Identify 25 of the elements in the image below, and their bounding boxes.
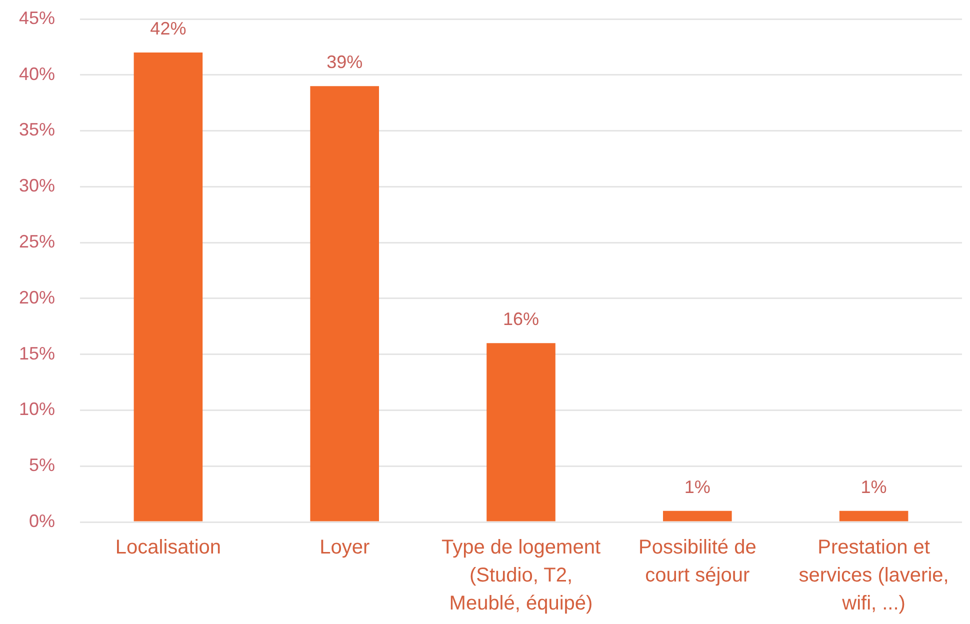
bar [839, 510, 908, 522]
y-tick-label: 40% [18, 64, 55, 84]
y-tick-label: 35% [18, 120, 55, 140]
bar [663, 510, 732, 522]
x-tick-label: Type de logement (Studio, T2, Meublé, équipé) [442, 536, 601, 615]
data-label: 42% [150, 18, 186, 38]
y-tick-label: 5% [28, 455, 55, 476]
y-tick-label: 30% [18, 176, 55, 196]
x-tick-label: Possibilité de court séjour [638, 536, 756, 587]
y-tick-label: 0% [28, 510, 55, 531]
y-tick-label: 20% [18, 287, 55, 308]
bar [486, 343, 556, 522]
data-label: 1% [684, 476, 710, 497]
data-label: 1% [860, 476, 887, 497]
y-tick-label: 25% [18, 232, 55, 252]
x-tick-label: Loyer [320, 536, 370, 559]
x-tick-label: Localisation [115, 536, 222, 559]
y-tick-label: 10% [18, 399, 55, 420]
bar [310, 86, 379, 522]
data-label: 16% [502, 309, 540, 330]
y-tick-label: 45% [18, 8, 55, 28]
x-tick-label: Prestation et services (laverie, wifi, ...) [798, 536, 949, 615]
data-label: 39% [326, 52, 363, 72]
bar [134, 52, 203, 522]
y-tick-label: 15% [18, 343, 55, 364]
